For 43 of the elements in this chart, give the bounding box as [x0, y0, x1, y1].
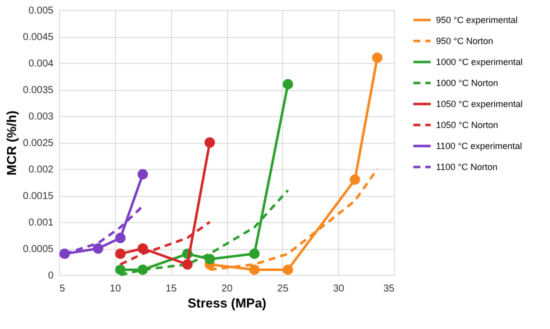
point [138, 169, 148, 180]
x-tick-label: 25 [277, 284, 289, 294]
y-tick-label: 0.0045 [22, 32, 54, 43]
point [182, 259, 193, 270]
legend-label: 950 °C Norton [436, 36, 494, 46]
legend-label: 950 °C experimental [436, 15, 518, 25]
x-tick-label: 10 [110, 284, 122, 294]
point [92, 243, 104, 254]
point [138, 243, 148, 254]
point [115, 248, 126, 260]
point [372, 52, 382, 63]
y-tick-label: 0.005 [28, 6, 54, 16]
y-axis-title: MCR (%/h) [4, 110, 19, 176]
legend-label: 1050 °C experimental [436, 99, 523, 109]
x-tick-label: 30 [333, 284, 345, 294]
point [249, 264, 260, 275]
x-axis-title: Stress (MPa) [188, 296, 266, 310]
y-tick-label: 0 [48, 270, 54, 282]
legend-label: 1050 °C Norton [436, 120, 498, 130]
legend-label: 1000 °C experimental [436, 57, 523, 67]
legend-label: 1100 °C experimental [436, 141, 522, 151]
x-tick-label: 15 [166, 284, 178, 294]
point [115, 264, 126, 275]
point [204, 137, 215, 148]
legend-label: 1000 °C Norton [436, 78, 498, 88]
point [282, 78, 294, 90]
point [204, 254, 215, 264]
point [249, 248, 260, 260]
y-tick-label: 0.002 [28, 164, 54, 176]
point [115, 232, 126, 244]
y-tick-label: 0.0005 [22, 244, 54, 255]
legend-label: 1100 °C Norton [436, 162, 498, 172]
point [350, 174, 360, 185]
x-tick-label: 35 [383, 284, 395, 294]
x-tick-label: 5 [60, 284, 66, 294]
y-tick-label: 0.004 [28, 58, 54, 70]
y-tick-label: 0.0025 [22, 138, 54, 149]
y-tick-label: 0.0035 [22, 85, 54, 96]
y-tick-label: 0.003 [28, 112, 54, 122]
y-tick-label: 0.001 [28, 218, 54, 228]
y-tick-label: 0.0015 [22, 191, 54, 202]
point [282, 264, 294, 275]
x-tick-label: 20 [221, 284, 233, 294]
